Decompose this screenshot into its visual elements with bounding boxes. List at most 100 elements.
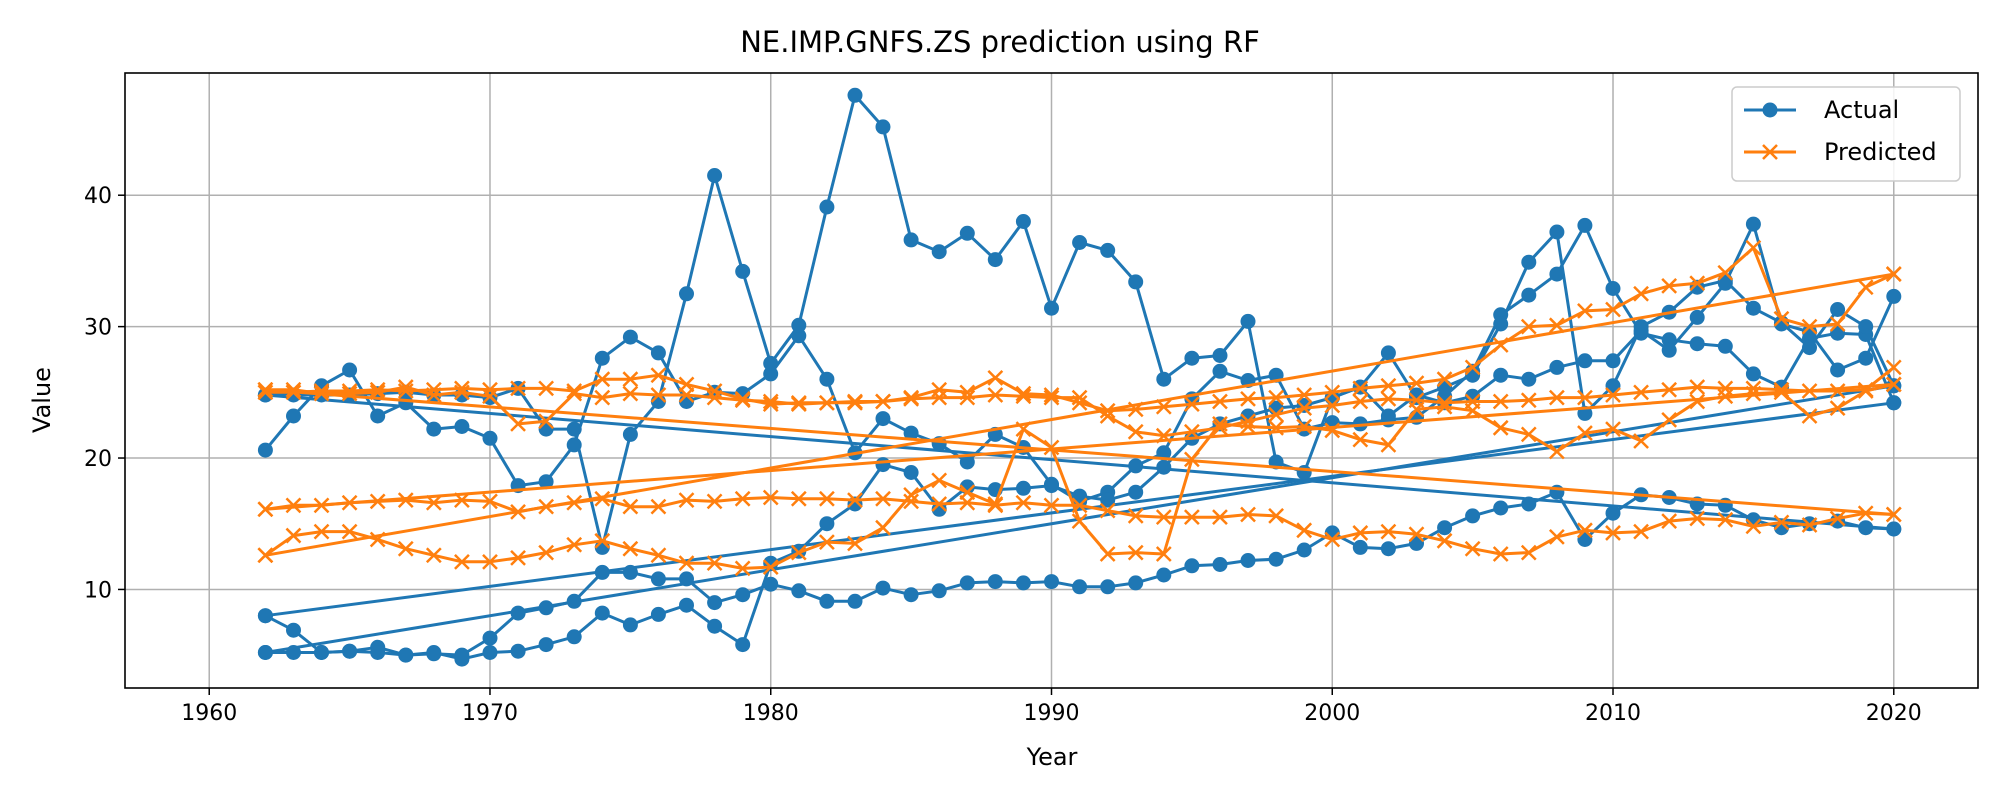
data-point-predicted <box>1015 385 1032 402</box>
data-point-predicted <box>1127 423 1144 440</box>
data-point-predicted <box>1857 381 1874 398</box>
data-point-predicted <box>285 497 302 514</box>
data-point-predicted <box>1717 511 1734 528</box>
data-point-actual <box>847 593 863 609</box>
data-point-predicted <box>1801 408 1818 424</box>
data-point-predicted <box>454 380 470 397</box>
data-point-predicted <box>790 396 807 413</box>
data-point-predicted <box>1408 375 1425 392</box>
data-point-actual <box>538 637 554 653</box>
data-point-predicted <box>1464 393 1481 410</box>
data-point-actual <box>763 366 779 382</box>
data-point-actual <box>1156 445 1172 461</box>
data-point-actual <box>370 645 386 660</box>
data-point-predicted <box>1408 526 1425 543</box>
data-point-predicted <box>1324 531 1341 548</box>
data-point-actual <box>1605 505 1621 521</box>
data-point-predicted <box>1633 285 1649 302</box>
data-point-actual <box>1745 300 1761 316</box>
data-point-actual <box>566 629 582 645</box>
data-point-predicted <box>790 490 807 507</box>
data-point-predicted <box>313 523 330 540</box>
data-point-actual <box>622 617 638 633</box>
data-point-predicted <box>1633 523 1649 540</box>
data-point-predicted <box>1577 389 1593 406</box>
data-point-actual <box>1549 359 1565 375</box>
data-point-predicted <box>1043 387 1060 403</box>
data-point-predicted <box>1548 528 1565 545</box>
data-point-actual <box>1549 224 1565 240</box>
data-point-predicted <box>1520 426 1537 443</box>
data-point-predicted <box>425 387 442 403</box>
data-point-actual <box>791 583 807 599</box>
data-point-predicted <box>594 532 611 549</box>
data-point-predicted <box>1717 380 1734 397</box>
data-point-predicted <box>369 384 386 401</box>
data-point-actual <box>454 647 470 663</box>
x-tick-label: 1970 <box>462 701 518 726</box>
data-point-predicted <box>678 492 695 508</box>
data-point-predicted <box>285 527 302 544</box>
data-point-predicted <box>1829 383 1846 399</box>
data-point-predicted <box>706 383 723 399</box>
data-point-predicted <box>1577 302 1593 319</box>
data-point-predicted <box>1605 301 1621 318</box>
data-point-predicted <box>482 553 498 570</box>
data-point-actual <box>538 600 554 616</box>
data-point-actual <box>903 425 919 441</box>
data-point-predicted <box>734 560 751 577</box>
data-point-predicted <box>313 385 330 402</box>
data-point-predicted <box>566 494 583 511</box>
data-point-predicted <box>1380 523 1397 540</box>
data-point-predicted <box>847 394 863 411</box>
data-point-actual <box>1830 362 1846 378</box>
data-point-predicted <box>1296 522 1313 539</box>
data-point-predicted <box>313 383 330 399</box>
data-point-predicted <box>369 493 386 510</box>
data-point-actual <box>735 637 751 653</box>
data-point-actual <box>763 355 779 371</box>
data-point-predicted <box>650 387 667 403</box>
data-point-predicted <box>819 534 835 551</box>
data-point-predicted <box>1520 318 1537 335</box>
data-point-predicted <box>1043 389 1060 406</box>
data-point-actual <box>819 593 835 609</box>
data-point-actual <box>1212 363 1228 379</box>
data-point-actual <box>987 252 1003 268</box>
data-point-predicted <box>1633 384 1649 401</box>
data-point-predicted <box>1212 419 1228 436</box>
data-point-actual <box>1212 348 1228 363</box>
data-point-actual <box>679 571 694 587</box>
data-point-actual <box>1802 324 1817 340</box>
x-tick-label: 2010 <box>1585 701 1641 726</box>
data-point-predicted <box>1436 398 1453 415</box>
data-point-actual <box>482 430 498 446</box>
data-point-predicted <box>650 547 667 564</box>
series-line-actual <box>265 401 1894 618</box>
data-point-predicted <box>1464 359 1481 376</box>
data-point-predicted <box>1829 316 1846 332</box>
data-point-actual <box>1015 575 1031 591</box>
data-point-predicted <box>931 496 948 512</box>
y-tick-label: 10 <box>84 578 112 603</box>
data-point-predicted <box>1043 439 1060 456</box>
data-point-actual <box>1044 478 1059 494</box>
data-point-actual <box>1577 217 1593 233</box>
data-point-actual <box>1886 288 1902 304</box>
data-point-predicted <box>594 389 611 406</box>
data-point-actual <box>454 419 470 434</box>
data-point-actual <box>819 199 835 215</box>
data-point-actual <box>1268 551 1284 567</box>
data-point-actual <box>257 645 273 660</box>
data-point-actual <box>1521 287 1537 303</box>
data-point-predicted <box>1043 497 1060 514</box>
data-point-predicted <box>454 553 470 570</box>
data-point-predicted <box>425 547 442 564</box>
data-point-actual <box>707 618 723 634</box>
data-point-actual <box>1830 302 1846 317</box>
data-point-predicted <box>1801 318 1818 335</box>
data-point-actual <box>875 457 891 473</box>
data-point-predicted <box>1127 507 1144 524</box>
data-point-predicted <box>1212 415 1228 432</box>
